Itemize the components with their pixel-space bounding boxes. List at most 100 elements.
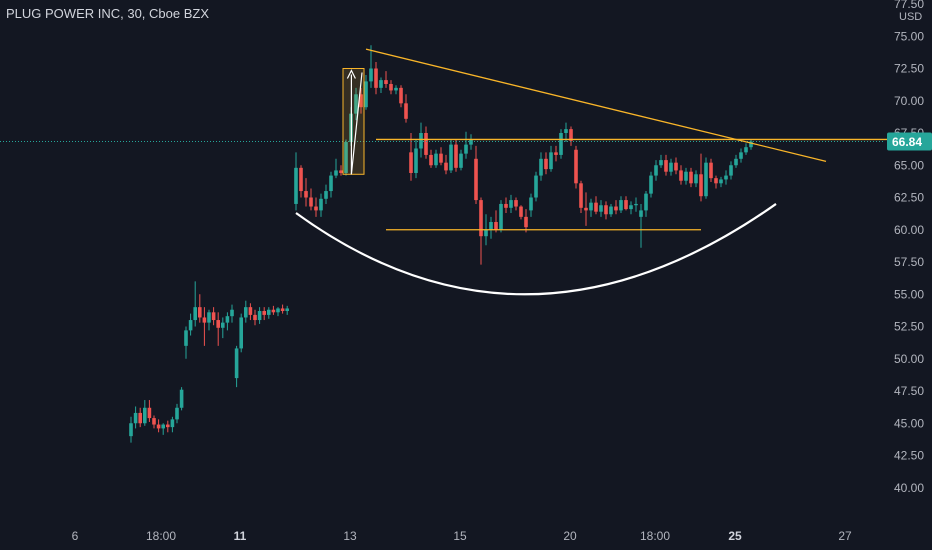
candle-body — [594, 202, 598, 212]
candle-body — [369, 68, 373, 82]
candle-body — [509, 200, 513, 208]
candle-body — [276, 308, 280, 313]
candle-body — [704, 162, 708, 197]
y-axis[interactable]: 40.00 42.50 45.00 47.50 50.00 52.50 55.00 57.50… — [887, 0, 932, 495]
candle-body — [429, 154, 433, 166]
candle-body — [253, 314, 257, 321]
y-tick-label: 62.50 — [894, 191, 924, 205]
candle-body — [629, 205, 633, 210]
candle-body — [554, 152, 558, 155]
currency-label: USD — [899, 11, 922, 23]
candle-body — [564, 129, 568, 133]
last-price-value: 66.84 — [892, 135, 922, 149]
candle-body — [479, 200, 483, 237]
candle-body — [234, 348, 239, 379]
candle-body — [179, 389, 184, 408]
y-tick-label: 52.50 — [894, 320, 924, 334]
candle-body — [198, 307, 202, 318]
candle-body — [609, 206, 613, 215]
candle-body — [304, 191, 308, 198]
candle-body — [729, 165, 733, 176]
y-tick-label: 65.00 — [894, 158, 924, 172]
candle-body — [469, 139, 473, 145]
measure-diagonal — [350, 72, 363, 175]
candle-body — [202, 317, 207, 323]
candle-body — [280, 308, 285, 312]
y-tick-label: 55.00 — [894, 287, 924, 301]
candle-body — [170, 419, 175, 428]
candle-body — [689, 171, 693, 184]
candle-body — [294, 167, 298, 204]
candle-body — [654, 165, 658, 176]
candle-body — [389, 83, 393, 91]
candle-body — [669, 162, 673, 172]
candle-body — [529, 197, 533, 211]
candle-body — [230, 309, 234, 317]
cup-curve[interactable] — [295, 203, 777, 296]
candle-body — [574, 149, 578, 184]
candle-body — [166, 424, 170, 428]
candle-body — [147, 407, 152, 419]
candle-body — [639, 210, 643, 217]
y-tick-label: 50.00 — [894, 352, 924, 366]
candle-body — [624, 200, 628, 210]
candle-body — [739, 152, 743, 159]
candle-body — [484, 229, 488, 237]
candle-body — [129, 423, 133, 437]
candle-body — [709, 162, 713, 179]
x-tick-label: 18:00 — [146, 529, 176, 543]
candle-body — [679, 170, 683, 181]
candle-body — [399, 87, 403, 104]
candle-body — [549, 152, 553, 170]
candle-body — [359, 94, 363, 108]
candle-body — [489, 222, 493, 230]
candle-body — [459, 153, 463, 168]
candle-body — [664, 160, 668, 172]
candle-body — [474, 158, 478, 201]
candle-body — [434, 153, 438, 166]
candle-body — [384, 80, 388, 84]
descending-trendline[interactable] — [365, 48, 827, 163]
candle-body — [719, 179, 723, 184]
candle-body — [319, 198, 323, 211]
candle-body — [464, 144, 468, 154]
candle-body — [339, 170, 343, 173]
measure-box[interactable] — [342, 68, 365, 175]
candle-body — [143, 407, 147, 424]
x-tick-label: 6 — [72, 529, 79, 543]
candle-body — [424, 133, 428, 155]
candle-body — [324, 191, 328, 199]
candle-body — [634, 203, 638, 206]
candle-body — [419, 133, 423, 149]
candle-body — [444, 162, 448, 171]
candle-body — [207, 312, 211, 323]
candle-body — [267, 309, 271, 315]
candle-body — [559, 133, 563, 155]
candle-body — [699, 174, 703, 197]
candle-body — [519, 206, 523, 217]
candle-body — [354, 94, 358, 114]
candle-body — [649, 175, 653, 194]
candle-body — [534, 175, 538, 198]
candle-body — [504, 203, 508, 208]
candle-body — [589, 202, 593, 211]
measure-arrowhead — [346, 69, 356, 79]
candle-body — [221, 322, 225, 328]
candle-body — [175, 407, 179, 420]
candle-body — [257, 311, 262, 321]
candle-body — [539, 158, 543, 176]
y-tick-label: 42.50 — [894, 449, 924, 463]
candle-body — [239, 317, 243, 349]
candle-body — [454, 144, 458, 168]
candle-body — [579, 183, 583, 208]
candle-body — [379, 80, 383, 88]
candle-body — [409, 152, 413, 173]
candle-body — [271, 309, 276, 313]
candle-body — [314, 206, 318, 211]
candle-body — [694, 174, 698, 184]
y-tick-label: 57.50 — [894, 255, 924, 269]
x-axis[interactable]: 6 18:00 11 13 15 20 18:00 25 27 — [72, 529, 852, 543]
candle-body — [684, 171, 688, 181]
